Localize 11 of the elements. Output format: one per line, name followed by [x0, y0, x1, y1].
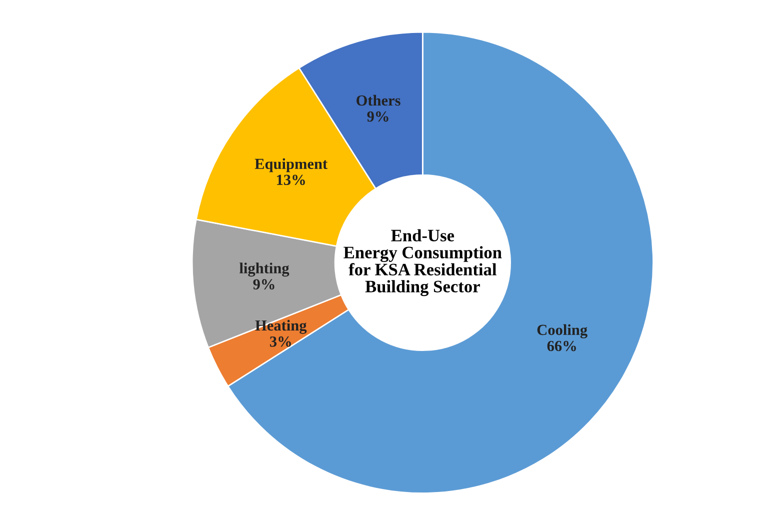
- slice-label: Equipment: [254, 158, 328, 172]
- slice-label: Heating: [255, 320, 307, 334]
- data-label: 66%: [547, 340, 576, 352]
- slice-label: Others: [356, 94, 400, 106]
- slice-label: Cooling: [537, 324, 588, 338]
- data-label: 9%: [253, 279, 274, 290]
- data-label: 13%: [277, 174, 305, 186]
- data-label: 9%: [367, 111, 388, 122]
- slice-label: lighting: [240, 262, 290, 277]
- text: End-Use Energy Consumption for KSA Residential Building Sector: [344, 229, 502, 296]
- data-label: 3%: [270, 336, 291, 347]
